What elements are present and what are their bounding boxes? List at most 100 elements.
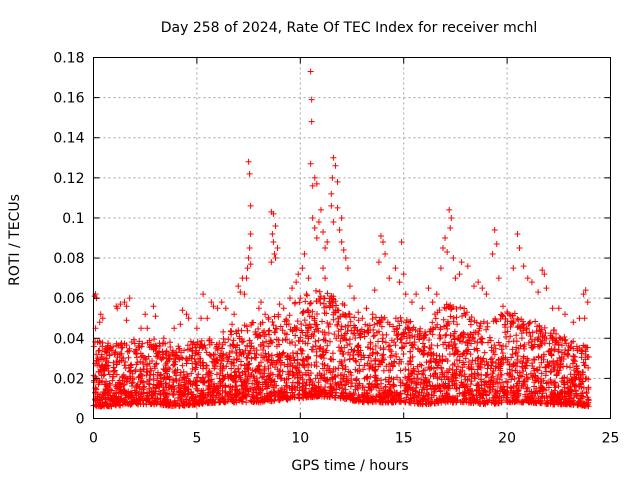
y-tick-label: 0.06 bbox=[53, 291, 84, 307]
data-point bbox=[145, 395, 152, 402]
data-point bbox=[496, 361, 503, 368]
data-point bbox=[387, 367, 394, 374]
data-point bbox=[263, 376, 270, 383]
data-point bbox=[339, 385, 346, 392]
data-point bbox=[363, 305, 370, 312]
data-point bbox=[157, 399, 164, 406]
data-point bbox=[206, 341, 213, 348]
data-point bbox=[286, 340, 293, 347]
data-point bbox=[483, 291, 490, 298]
data-point bbox=[271, 378, 278, 385]
data-point bbox=[199, 342, 206, 349]
data-point bbox=[162, 340, 169, 347]
data-point bbox=[477, 323, 484, 330]
data-point bbox=[456, 390, 463, 397]
data-point bbox=[390, 396, 397, 403]
data-point bbox=[439, 245, 446, 252]
data-point bbox=[531, 367, 538, 374]
data-point bbox=[546, 347, 553, 354]
data-point bbox=[339, 300, 346, 307]
data-point bbox=[490, 367, 497, 374]
data-point bbox=[409, 391, 416, 398]
data-point bbox=[496, 376, 503, 383]
data-point bbox=[249, 367, 256, 374]
data-point bbox=[292, 386, 299, 393]
data-point bbox=[406, 358, 413, 365]
data-point bbox=[307, 160, 314, 167]
data-point bbox=[309, 182, 316, 189]
data-point bbox=[466, 390, 473, 397]
data-point bbox=[538, 370, 545, 377]
data-point bbox=[199, 400, 206, 407]
data-point bbox=[139, 372, 146, 379]
data-point bbox=[424, 382, 431, 389]
data-point bbox=[280, 305, 287, 312]
data-point bbox=[279, 350, 286, 357]
data-point bbox=[450, 399, 457, 406]
data-point bbox=[514, 230, 521, 237]
data-point bbox=[118, 357, 125, 364]
data-point bbox=[239, 348, 246, 355]
data-point bbox=[100, 356, 107, 363]
data-point bbox=[512, 367, 519, 374]
data-point bbox=[273, 359, 280, 366]
data-point bbox=[560, 379, 567, 386]
data-point bbox=[437, 334, 444, 341]
data-point bbox=[518, 330, 525, 337]
data-point bbox=[200, 291, 207, 298]
data-point bbox=[229, 321, 236, 328]
data-point bbox=[193, 393, 200, 400]
data-point bbox=[432, 324, 439, 331]
data-point bbox=[189, 360, 196, 367]
data-point bbox=[461, 350, 468, 357]
data-point bbox=[305, 367, 312, 374]
data-point bbox=[175, 343, 182, 350]
data-point bbox=[291, 300, 298, 307]
data-point bbox=[499, 350, 506, 357]
data-point bbox=[296, 394, 303, 401]
data-point bbox=[338, 378, 345, 385]
data-point bbox=[324, 290, 331, 297]
data-point bbox=[150, 371, 157, 378]
data-point bbox=[193, 361, 200, 368]
data-point bbox=[444, 325, 451, 332]
data-point bbox=[209, 358, 216, 365]
data-point bbox=[310, 381, 317, 388]
data-point bbox=[549, 305, 556, 312]
data-point bbox=[344, 265, 351, 272]
data-point bbox=[368, 395, 375, 402]
data-point bbox=[338, 214, 345, 221]
data-point bbox=[556, 396, 563, 403]
data-point bbox=[525, 339, 532, 346]
data-point bbox=[287, 393, 294, 400]
data-point bbox=[402, 366, 409, 373]
data-point bbox=[521, 345, 528, 352]
data-point bbox=[302, 382, 309, 389]
data-point bbox=[317, 300, 324, 307]
data-point bbox=[228, 372, 235, 379]
data-point bbox=[320, 336, 327, 343]
y-axis-label: ROTI / TECUs bbox=[7, 194, 23, 286]
data-point bbox=[237, 289, 244, 296]
data-point bbox=[555, 346, 562, 353]
data-point bbox=[99, 343, 106, 350]
data-point bbox=[431, 311, 438, 318]
data-point bbox=[339, 311, 346, 318]
data-point bbox=[216, 399, 223, 406]
data-point bbox=[373, 384, 380, 391]
data-point bbox=[193, 347, 200, 354]
data-point bbox=[443, 345, 450, 352]
data-point bbox=[312, 390, 319, 397]
data-point bbox=[343, 336, 350, 343]
data-point bbox=[140, 366, 147, 373]
data-point bbox=[348, 346, 355, 353]
data-point bbox=[517, 372, 524, 379]
data-point bbox=[139, 352, 146, 359]
data-point bbox=[486, 384, 493, 391]
data-point bbox=[444, 318, 451, 325]
data-point bbox=[567, 371, 574, 378]
data-point bbox=[209, 387, 216, 394]
data-point bbox=[527, 370, 534, 377]
data-point bbox=[482, 379, 489, 386]
data-point bbox=[257, 359, 264, 366]
